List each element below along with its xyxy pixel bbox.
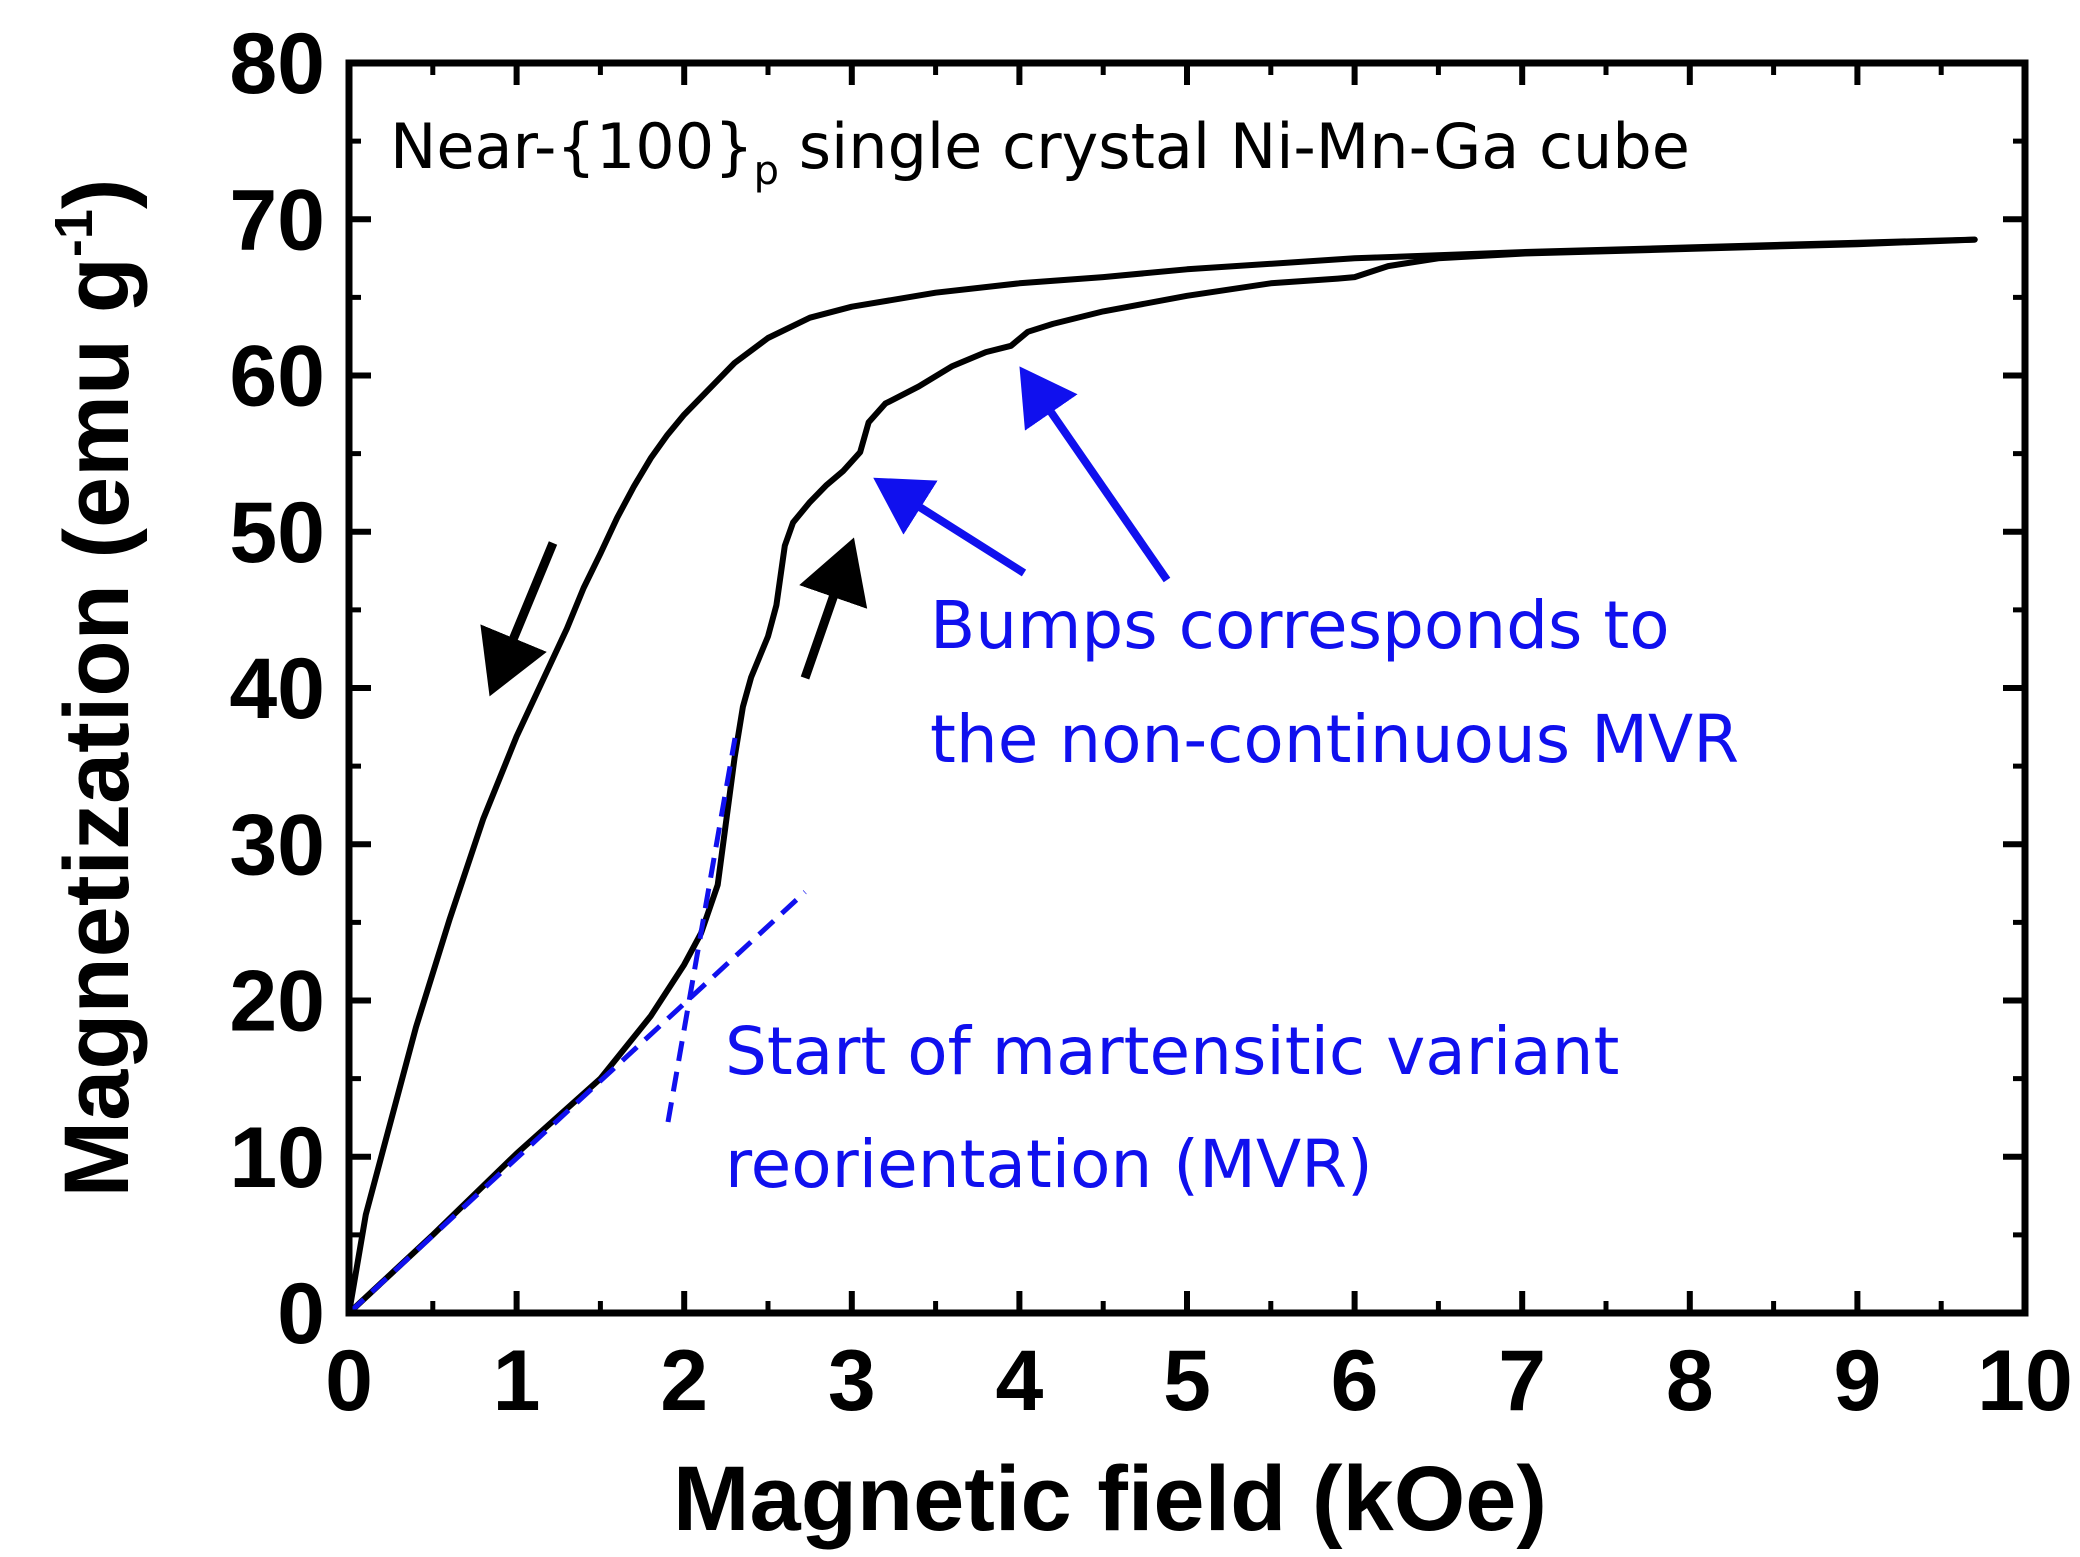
x-tick-label: 3 (828, 1333, 876, 1429)
mvr-tangent-steep (665, 737, 738, 1123)
plot-frame (345, 59, 2029, 1317)
annotation-bumps-line-2: the non-continuous MVR (930, 701, 1739, 778)
x-tick-label: 4 (995, 1333, 1043, 1429)
series-decreasing-field (346, 236, 1978, 1316)
y-tick-label: 70 (229, 172, 325, 268)
axis-tick-labels: 0 1 2 3 4 5 6 7 8 9 10 0 10 20 30 40 50 60 70 80 (229, 16, 2073, 1429)
annotation-bumps-line-1: Bumps corresponds to (930, 587, 1670, 664)
increasing-direction-arrow (799, 537, 868, 680)
x-tick-label: 6 (1331, 1333, 1379, 1429)
y-tick-label: 0 (277, 1266, 325, 1362)
y-tick-label: 80 (229, 16, 325, 112)
bump-arrow-1 (873, 477, 1027, 577)
annotation-start-line-1: Start of martensitic variant (725, 1013, 1619, 1090)
y-tick-label: 10 (229, 1110, 325, 1206)
x-tick-label: 0 (325, 1333, 373, 1429)
bump-arrow-2 (1019, 366, 1171, 583)
x-tick-label: 2 (660, 1333, 708, 1429)
y-axis-label: Magnetization (emu g-1) (44, 178, 148, 1197)
chart-title: Near-{100}p single crystal Ni-Mn-Ga cube (390, 110, 1690, 194)
x-tick-label: 7 (1498, 1333, 1546, 1429)
x-axis-label: Magnetic field (kOe) (673, 1448, 1547, 1550)
x-tick-label: 9 (1833, 1333, 1881, 1429)
decreasing-direction-arrow (480, 541, 558, 697)
y-tick-label: 60 (229, 329, 325, 425)
y-tick-label: 40 (229, 641, 325, 737)
annotation-start-line-2: reorientation (MVR) (725, 1126, 1373, 1203)
y-tick-label: 50 (229, 485, 325, 581)
x-tick-label: 1 (493, 1333, 541, 1429)
y-tick-label: 20 (229, 954, 325, 1050)
mvr-tangent-low (347, 890, 807, 1315)
y-tick-label: 30 (229, 797, 325, 893)
x-tick-label: 8 (1666, 1333, 1714, 1429)
x-tick-label: 10 (1977, 1333, 2073, 1429)
x-tick-label: 5 (1163, 1333, 1211, 1429)
